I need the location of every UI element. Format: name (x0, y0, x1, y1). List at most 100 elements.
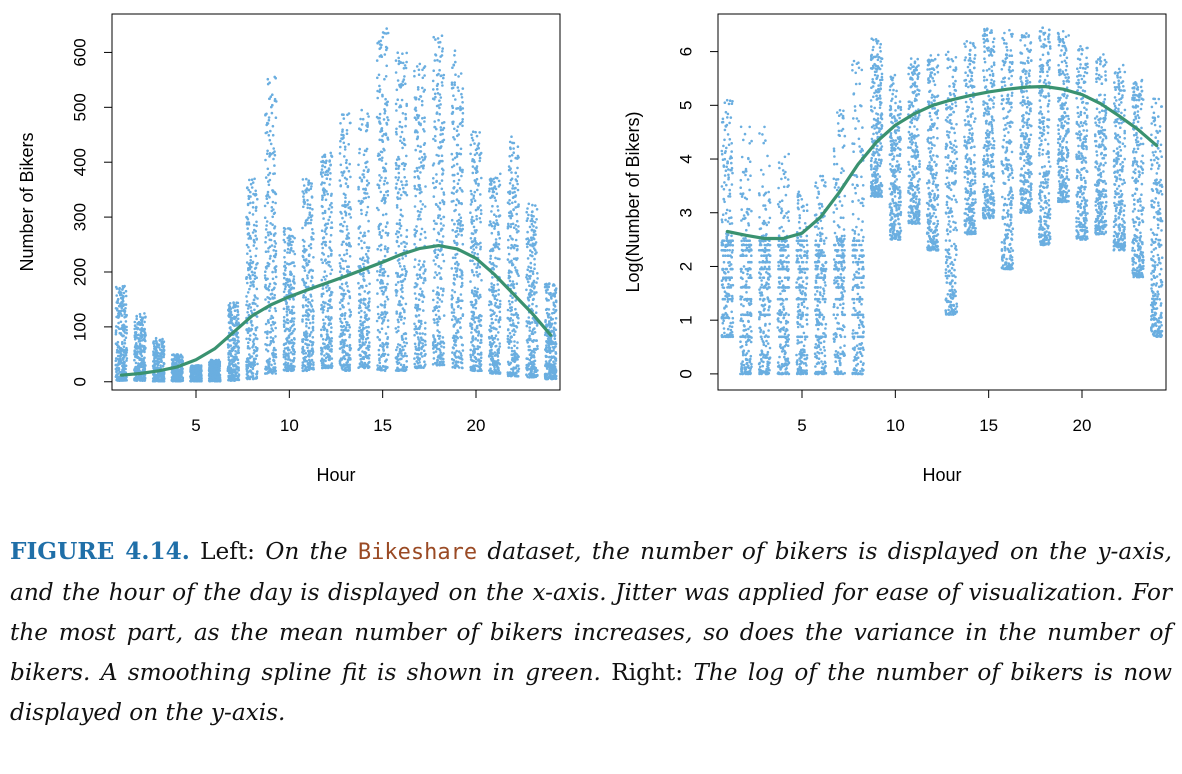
data-point (283, 287, 287, 291)
data-point (461, 87, 465, 90)
x-tick-label: 5 (191, 416, 200, 435)
data-point (417, 314, 421, 317)
data-point (438, 60, 442, 63)
data-point (246, 281, 249, 285)
data-point (345, 281, 348, 285)
data-point (270, 111, 274, 115)
data-point (439, 140, 442, 144)
data-point (384, 311, 388, 315)
data-point (383, 112, 387, 115)
data-point (252, 332, 256, 336)
data-point (436, 37, 440, 40)
data-point (396, 281, 400, 284)
data-point (401, 348, 405, 352)
data-point (450, 165, 454, 169)
data-point (401, 52, 404, 55)
data-point (438, 201, 442, 205)
data-point (413, 233, 417, 237)
data-point (432, 298, 435, 302)
data-point (398, 227, 402, 230)
data-point (269, 142, 273, 146)
data-point (376, 183, 380, 186)
data-point (232, 355, 235, 359)
data-point (421, 300, 425, 304)
data-point (284, 365, 287, 369)
data-point (348, 335, 351, 339)
data-point (456, 172, 460, 175)
data-point (342, 170, 346, 173)
data-point (228, 363, 231, 367)
data-point (326, 333, 329, 336)
data-point (461, 242, 465, 246)
data-point (378, 90, 381, 94)
data-point (441, 128, 445, 131)
data-point (125, 359, 128, 362)
data-point (343, 205, 347, 208)
data-point (403, 265, 406, 268)
data-point (303, 283, 306, 287)
data-point (442, 287, 445, 291)
data-point (213, 375, 217, 378)
data-point (323, 365, 326, 368)
data-point (460, 366, 464, 370)
data-point (346, 184, 350, 188)
data-point (460, 343, 464, 347)
data-point (395, 132, 398, 136)
data-point (251, 301, 255, 305)
data-point (325, 159, 328, 163)
data-point (433, 134, 437, 138)
data-point (123, 313, 126, 316)
data-point (343, 220, 346, 224)
data-point (248, 353, 251, 356)
data-point (404, 116, 408, 120)
data-point (461, 124, 464, 128)
data-point (328, 203, 332, 207)
x-tick-label: 10 (280, 416, 299, 435)
data-point (453, 81, 457, 84)
y-tick-label: 300 (70, 203, 89, 231)
data-point (433, 120, 437, 123)
data-point (436, 317, 439, 321)
data-point (124, 320, 128, 323)
data-point (439, 74, 443, 78)
data-point (342, 343, 345, 347)
data-point (384, 196, 387, 200)
data-point (116, 340, 120, 344)
data-point (417, 343, 421, 347)
data-point (367, 325, 370, 329)
data-point (402, 190, 406, 194)
data-point (286, 346, 289, 350)
data-point (461, 168, 464, 172)
data-point (431, 363, 435, 366)
data-point (192, 370, 195, 373)
data-point (247, 188, 250, 192)
data-point (269, 293, 273, 296)
data-point (364, 129, 368, 133)
data-point (266, 122, 270, 125)
data-point (323, 259, 327, 262)
data-point (461, 349, 465, 352)
data-point (362, 173, 365, 176)
data-point (340, 133, 343, 137)
data-point (139, 334, 143, 338)
data-point (386, 234, 390, 237)
data-point (368, 345, 371, 349)
data-point (254, 194, 257, 197)
data-point (381, 35, 385, 39)
data-point (439, 126, 443, 129)
data-point (457, 178, 461, 182)
data-point (324, 240, 328, 244)
data-point (312, 255, 315, 259)
data-point (381, 93, 384, 97)
data-point (233, 369, 237, 373)
data-point (123, 326, 126, 329)
data-point (249, 281, 253, 284)
data-point (264, 298, 267, 301)
data-point (288, 358, 291, 361)
data-point (400, 268, 404, 271)
data-point (136, 322, 139, 326)
data-point (456, 107, 460, 110)
data-point (247, 237, 250, 240)
data-point (273, 75, 277, 79)
data-point (115, 363, 118, 367)
